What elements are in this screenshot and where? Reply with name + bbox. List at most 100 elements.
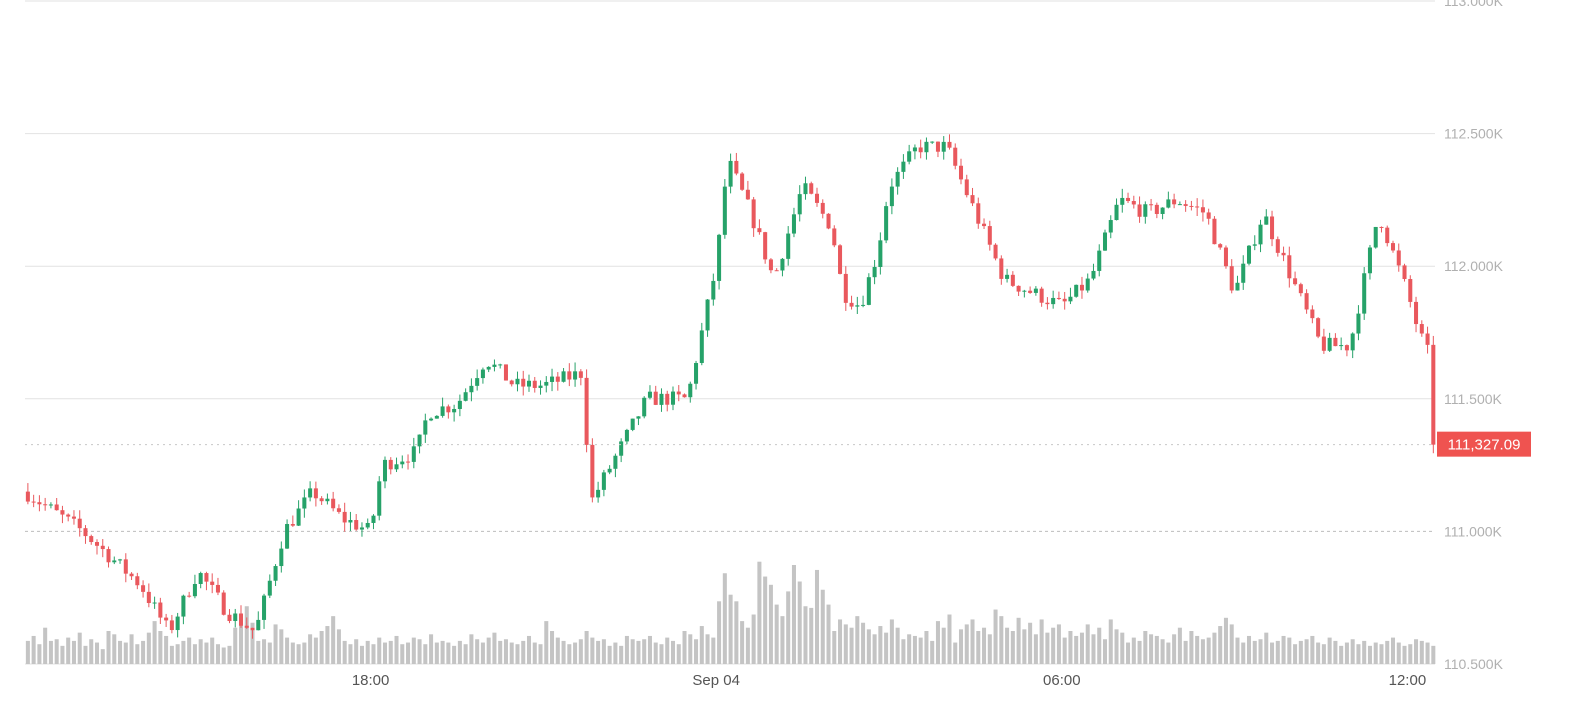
candle[interactable] — [388, 457, 393, 475]
candle[interactable] — [1183, 200, 1188, 212]
candle[interactable] — [1373, 226, 1378, 249]
candle[interactable] — [475, 369, 480, 391]
candle[interactable] — [71, 510, 76, 525]
candle[interactable] — [924, 137, 929, 160]
candle[interactable] — [492, 359, 497, 372]
candle[interactable] — [843, 266, 848, 311]
candle[interactable] — [1270, 210, 1275, 247]
candle[interactable] — [1068, 287, 1073, 305]
candle[interactable] — [198, 571, 203, 589]
candle[interactable] — [1189, 200, 1194, 211]
candle[interactable] — [1402, 263, 1407, 282]
candle[interactable] — [958, 158, 964, 185]
candle[interactable] — [31, 494, 36, 508]
candle[interactable] — [803, 176, 808, 200]
candle[interactable] — [54, 498, 59, 511]
candle[interactable] — [100, 539, 105, 558]
candle[interactable] — [647, 385, 652, 400]
candle[interactable] — [544, 376, 549, 393]
candle[interactable] — [1362, 267, 1367, 320]
candle[interactable] — [596, 481, 601, 503]
candle[interactable] — [1131, 195, 1136, 209]
candle[interactable] — [532, 376, 537, 393]
candle[interactable] — [630, 418, 635, 432]
candle[interactable] — [866, 273, 871, 306]
candle[interactable] — [1241, 255, 1246, 290]
candle[interactable] — [722, 178, 727, 239]
candle[interactable] — [319, 496, 324, 505]
candle[interactable] — [60, 505, 65, 524]
candle[interactable] — [1333, 333, 1338, 347]
candle[interactable] — [711, 273, 716, 306]
candle[interactable] — [1350, 332, 1355, 359]
candle[interactable] — [1126, 192, 1131, 204]
candle[interactable] — [175, 612, 180, 638]
candle[interactable] — [1212, 216, 1217, 245]
candle[interactable] — [1419, 320, 1424, 337]
candle[interactable] — [521, 370, 526, 396]
candle[interactable] — [169, 614, 174, 634]
candle[interactable] — [313, 481, 318, 507]
candle[interactable] — [567, 363, 572, 387]
candle[interactable] — [1172, 193, 1177, 209]
candle[interactable] — [601, 469, 606, 497]
candle[interactable] — [1287, 246, 1292, 288]
candle[interactable] — [302, 489, 307, 518]
candle[interactable] — [238, 605, 244, 628]
candle[interactable] — [1166, 191, 1171, 209]
candle[interactable] — [1160, 207, 1165, 220]
candle[interactable] — [118, 558, 123, 564]
candle[interactable] — [993, 243, 998, 261]
candle[interactable] — [878, 232, 883, 275]
candle[interactable] — [976, 197, 981, 229]
candle[interactable] — [411, 437, 416, 469]
candle[interactable] — [250, 627, 255, 639]
candle[interactable] — [573, 362, 578, 387]
candle[interactable] — [192, 574, 197, 599]
candle[interactable] — [791, 207, 796, 238]
candle[interactable] — [607, 465, 612, 475]
candle[interactable] — [48, 502, 53, 509]
candle[interactable] — [290, 515, 295, 527]
candle[interactable] — [918, 139, 923, 159]
candle[interactable] — [999, 255, 1004, 285]
candle[interactable] — [1223, 245, 1228, 269]
candle[interactable] — [930, 141, 935, 144]
candle[interactable] — [970, 187, 975, 207]
candle[interactable] — [1056, 291, 1061, 300]
candle[interactable] — [515, 371, 520, 392]
candle[interactable] — [584, 369, 589, 453]
candle[interactable] — [1039, 286, 1044, 307]
candle[interactable] — [1235, 275, 1240, 291]
candle[interactable] — [158, 597, 163, 624]
candle[interactable] — [889, 178, 894, 215]
candle[interactable] — [1425, 326, 1430, 354]
candle[interactable] — [1177, 201, 1182, 206]
candle[interactable] — [1149, 198, 1154, 211]
candle[interactable] — [1120, 188, 1125, 213]
candle[interactable] — [123, 553, 128, 583]
candle[interactable] — [1074, 284, 1079, 298]
candle[interactable] — [377, 476, 382, 521]
candle[interactable] — [1010, 271, 1015, 288]
candle[interactable] — [1005, 268, 1010, 283]
candle[interactable] — [43, 497, 48, 511]
candle[interactable] — [590, 438, 595, 503]
candle[interactable] — [354, 514, 359, 531]
candle[interactable] — [1102, 229, 1108, 251]
candle[interactable] — [1154, 202, 1159, 219]
candle[interactable] — [1091, 263, 1096, 281]
candle[interactable] — [768, 258, 773, 274]
candle[interactable] — [1252, 235, 1257, 251]
candle[interactable] — [227, 609, 232, 624]
candle[interactable] — [66, 513, 71, 522]
candle[interactable] — [83, 525, 88, 544]
candle[interactable] — [688, 381, 693, 403]
candle[interactable] — [745, 180, 750, 200]
candle[interactable] — [797, 185, 802, 222]
candle[interactable] — [694, 360, 699, 390]
candle[interactable] — [987, 220, 992, 251]
candle[interactable] — [1097, 244, 1102, 277]
candle[interactable] — [1062, 291, 1067, 310]
candle[interactable] — [37, 495, 42, 512]
